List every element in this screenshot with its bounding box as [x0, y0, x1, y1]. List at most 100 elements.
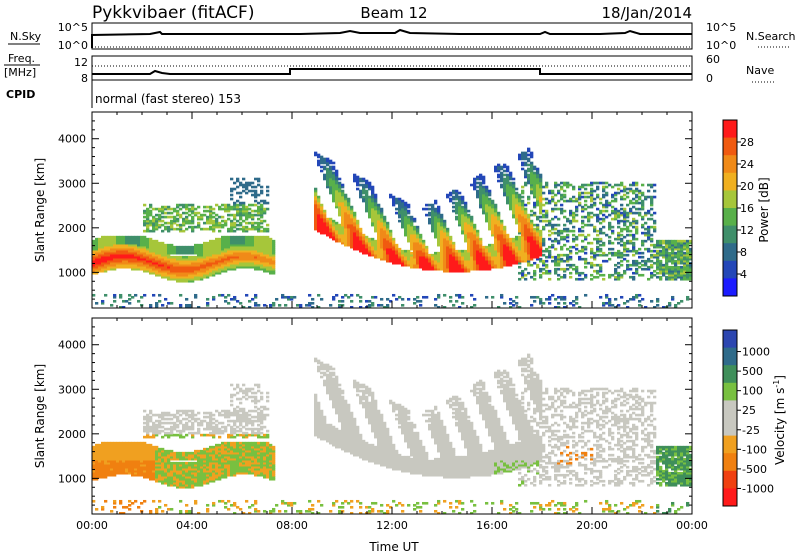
power-cell: [140, 257, 144, 261]
power-cell: [635, 231, 639, 235]
power-cell: [170, 257, 174, 261]
power-cell: [518, 239, 522, 243]
power-cell: [134, 245, 138, 249]
power-cell: [92, 267, 96, 271]
power-cell: [515, 213, 519, 217]
power-cell: [182, 249, 186, 253]
power-cell: [488, 189, 492, 193]
power-cell: [566, 255, 570, 259]
power-cell: [236, 177, 240, 181]
power-cell: [110, 239, 114, 243]
power-cell: [470, 233, 474, 237]
power-cell: [431, 221, 435, 225]
power-cell: [386, 231, 390, 235]
power-cell: [527, 221, 531, 225]
power-cell: [662, 247, 666, 251]
power-cell: [179, 213, 183, 217]
power-cell: [248, 249, 252, 253]
power-cell: [536, 257, 540, 261]
power-cell: [365, 239, 369, 243]
power-cell: [320, 219, 324, 223]
power-cell: [371, 249, 375, 253]
power-cell: [374, 221, 378, 225]
power-cell: [542, 219, 546, 223]
power-cell: [149, 223, 153, 227]
power-cell: [179, 303, 183, 307]
power-cell: [314, 209, 318, 213]
power-cell: [221, 223, 225, 227]
power-cell: [242, 263, 246, 267]
power-cell: [653, 305, 657, 308]
power-cell: [221, 253, 225, 257]
power-cell: [332, 173, 336, 177]
power-cell: [380, 227, 384, 231]
power-cell: [521, 245, 525, 249]
power-cell: [458, 191, 462, 195]
power-cell: [209, 213, 213, 217]
power-cell: [449, 235, 453, 239]
power-cell: [326, 223, 330, 227]
power-cell: [632, 275, 636, 279]
power-cell: [527, 201, 531, 205]
power-cell: [371, 241, 375, 245]
power-cell: [299, 303, 303, 307]
power-cell: [353, 229, 357, 233]
power-cell: [464, 239, 468, 243]
power-cell: [212, 265, 216, 269]
power-cell: [104, 239, 108, 243]
power-cell: [371, 201, 375, 205]
power-cell: [314, 203, 318, 207]
power-cell: [341, 303, 345, 307]
power-cell: [662, 273, 666, 277]
power-cell: [422, 267, 426, 271]
velocity-cell: [98, 469, 102, 473]
power-cell: [674, 269, 678, 273]
power-cell: [272, 239, 276, 243]
power-cell: [344, 193, 348, 197]
power-cell: [416, 257, 420, 261]
power-cell: [491, 211, 495, 215]
power-cell: [569, 245, 573, 249]
power-cell: [113, 259, 117, 263]
power-cell: [575, 199, 579, 203]
power-cell: [398, 295, 402, 299]
power-cell: [443, 223, 447, 227]
power-cell: [98, 239, 102, 243]
power-cell: [404, 257, 408, 261]
power-cell: [218, 225, 222, 229]
power-cell: [407, 209, 411, 213]
power-cell: [464, 213, 468, 217]
power-cell: [167, 227, 171, 231]
velocity-cell: [95, 463, 99, 467]
noise-tick-top: 10^5: [58, 21, 88, 34]
power-cell: [158, 271, 162, 275]
power-cell: [122, 305, 126, 308]
power-cell: [341, 299, 345, 303]
power-cell: [617, 237, 621, 241]
power-cell: [614, 215, 618, 219]
power-cell: [191, 249, 195, 253]
power-cell: [464, 207, 468, 211]
power-cell: [437, 241, 441, 245]
power-cell: [413, 237, 417, 241]
power-cell: [536, 173, 540, 177]
power-cell: [149, 263, 153, 267]
power-cell: [140, 235, 144, 239]
power-cell: [536, 233, 540, 237]
power-cell: [239, 227, 243, 231]
power-cell: [578, 277, 582, 281]
power-cell: [668, 253, 672, 257]
power-cell: [482, 185, 486, 189]
power-cell: [629, 241, 633, 245]
power-cell: [95, 239, 99, 243]
power-cell: [212, 269, 216, 273]
power-cell: [401, 219, 405, 223]
power-cell: [533, 249, 537, 253]
power-cell: [191, 259, 195, 263]
power-cell: [194, 207, 198, 211]
power-cell: [494, 243, 498, 247]
power-cell: [686, 273, 690, 277]
power-cell: [347, 229, 351, 233]
power-cell: [485, 295, 489, 299]
power-cell: [161, 267, 165, 271]
